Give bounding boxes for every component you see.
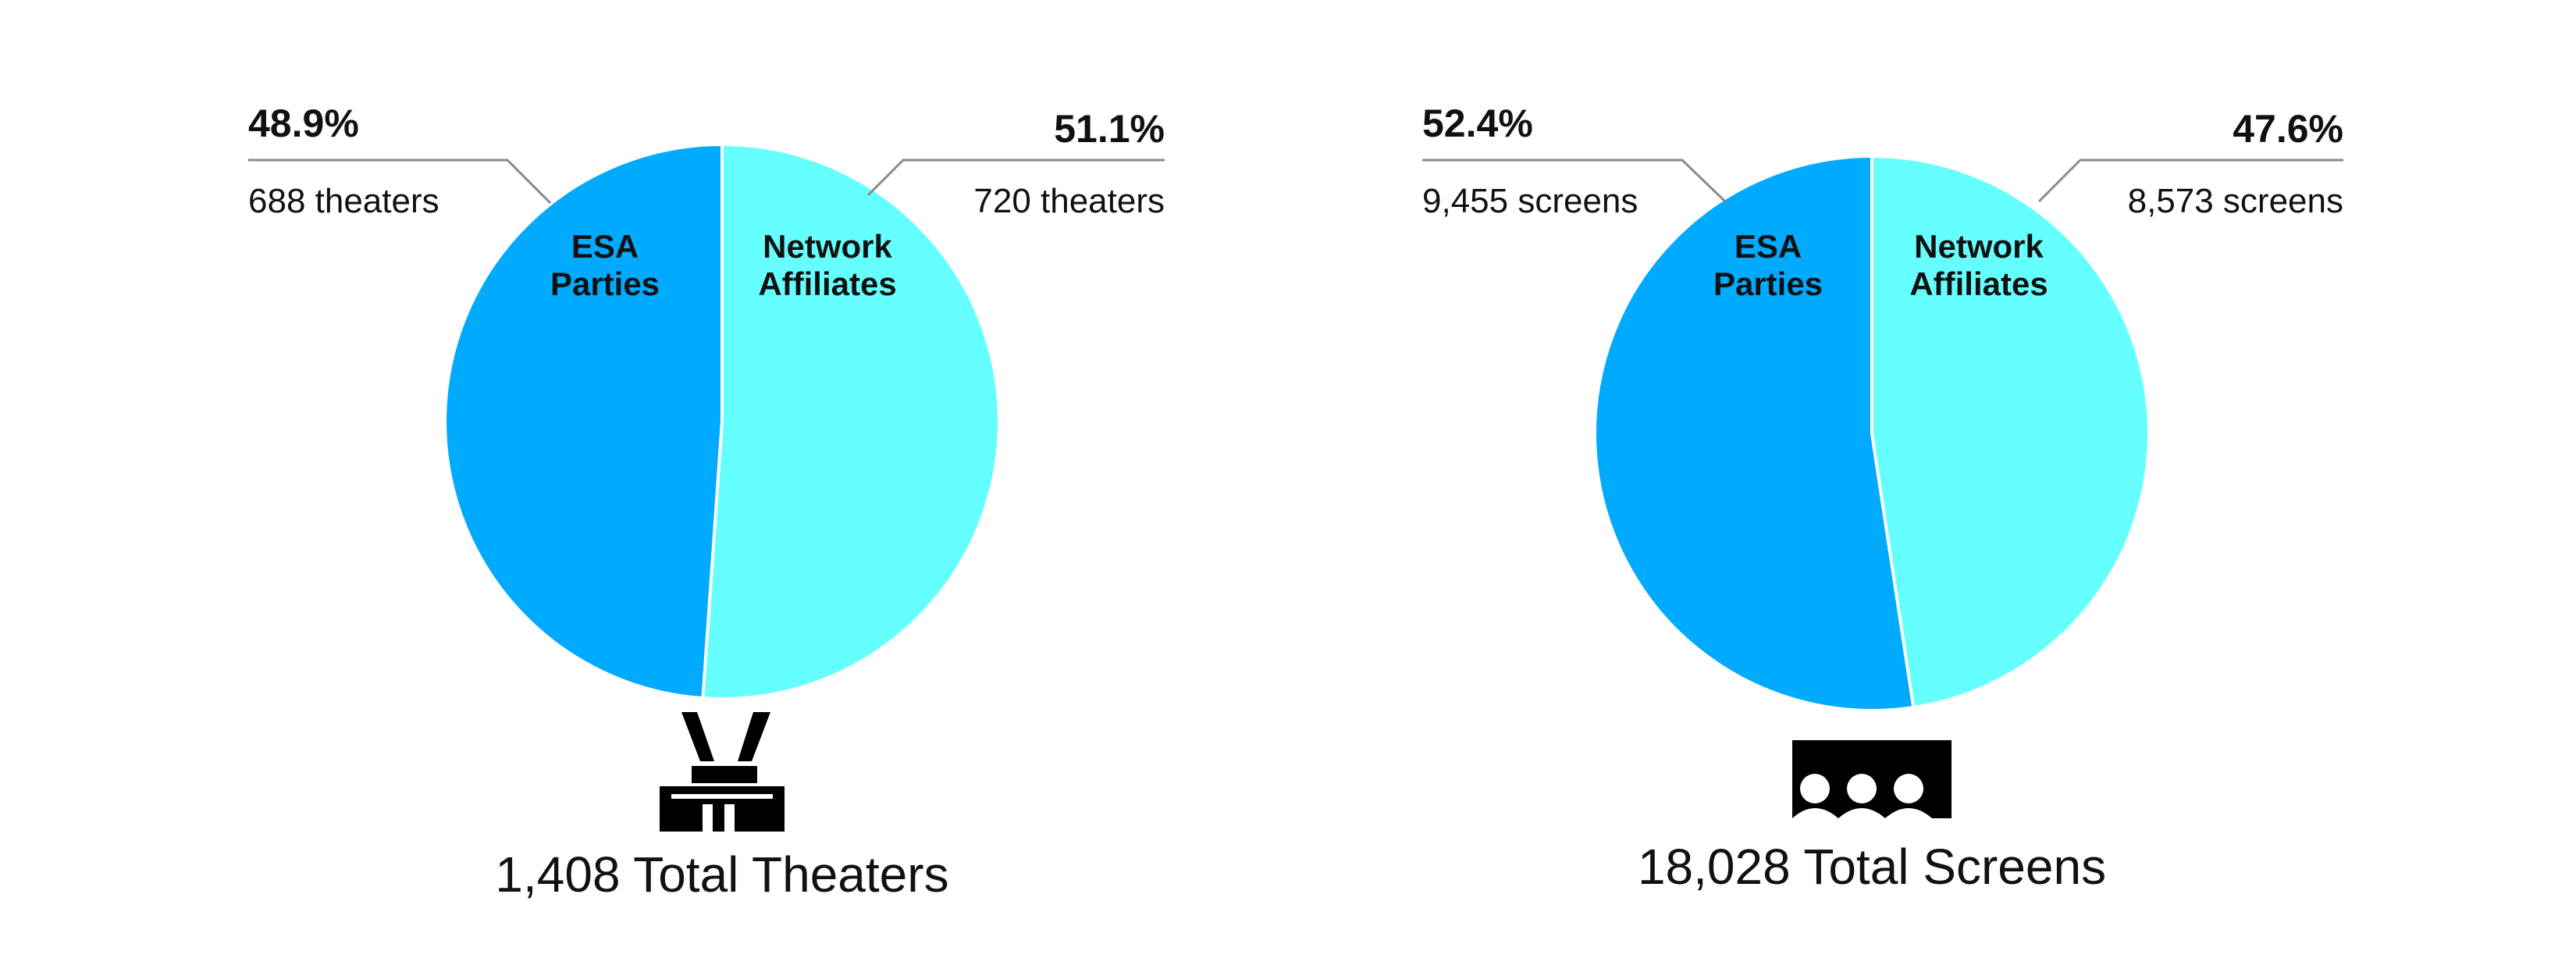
screens-esa-label-line2: Parties <box>1713 265 1823 302</box>
theaters-affiliates-leader-line <box>866 159 1165 197</box>
screens-affiliates-label-line1: Network <box>1914 228 2044 265</box>
screens-esa-leader-line <box>1422 159 1727 203</box>
theaters-total-label: 1,408 Total Theaters <box>495 846 948 903</box>
theaters-esa-leader-line <box>248 159 552 205</box>
screens-slice-esa <box>1593 154 1916 712</box>
screens-esa-count: 9,455 screens <box>1422 182 1638 220</box>
theaters-affiliates-count: 720 theaters <box>973 182 1165 220</box>
screens-esa-percent: 52.4% <box>1422 102 1533 145</box>
screens-chart: ESA Parties Network Affiliates 52.4% 9,4… <box>1422 102 2343 895</box>
screens-esa-label-line1: ESA <box>1735 228 1802 265</box>
theaters-affiliates-percent: 51.1% <box>1054 107 1165 151</box>
theaters-esa-percent: 48.9% <box>248 102 359 145</box>
theaters-slice-esa <box>443 142 724 700</box>
screens-total-label: 18,028 Total Screens <box>1638 839 2106 895</box>
theaters-esa-count: 688 theaters <box>248 182 439 220</box>
theater-building-icon <box>660 712 785 832</box>
screens-affiliates-label-line2: Affiliates <box>1909 265 2048 302</box>
screens-slice-affiliates <box>1870 154 2151 710</box>
theaters-esa-label-line2: Parties <box>550 265 660 302</box>
screens-affiliates-leader-line <box>2037 159 2343 203</box>
theaters-esa-label-line1: ESA <box>571 228 639 265</box>
theaters-affiliates-label-line2: Affiliates <box>758 265 896 302</box>
theaters-slice-affiliates <box>701 142 1002 700</box>
screens-affiliates-percent: 47.6% <box>2233 107 2343 151</box>
theaters-affiliates-label-line1: Network <box>763 228 892 265</box>
cinema-audience-icon <box>1792 740 1952 818</box>
theaters-chart: ESA Parties Network Affiliates 48.9% 688… <box>248 102 1165 903</box>
screens-affiliates-count: 8,573 screens <box>2128 182 2343 220</box>
